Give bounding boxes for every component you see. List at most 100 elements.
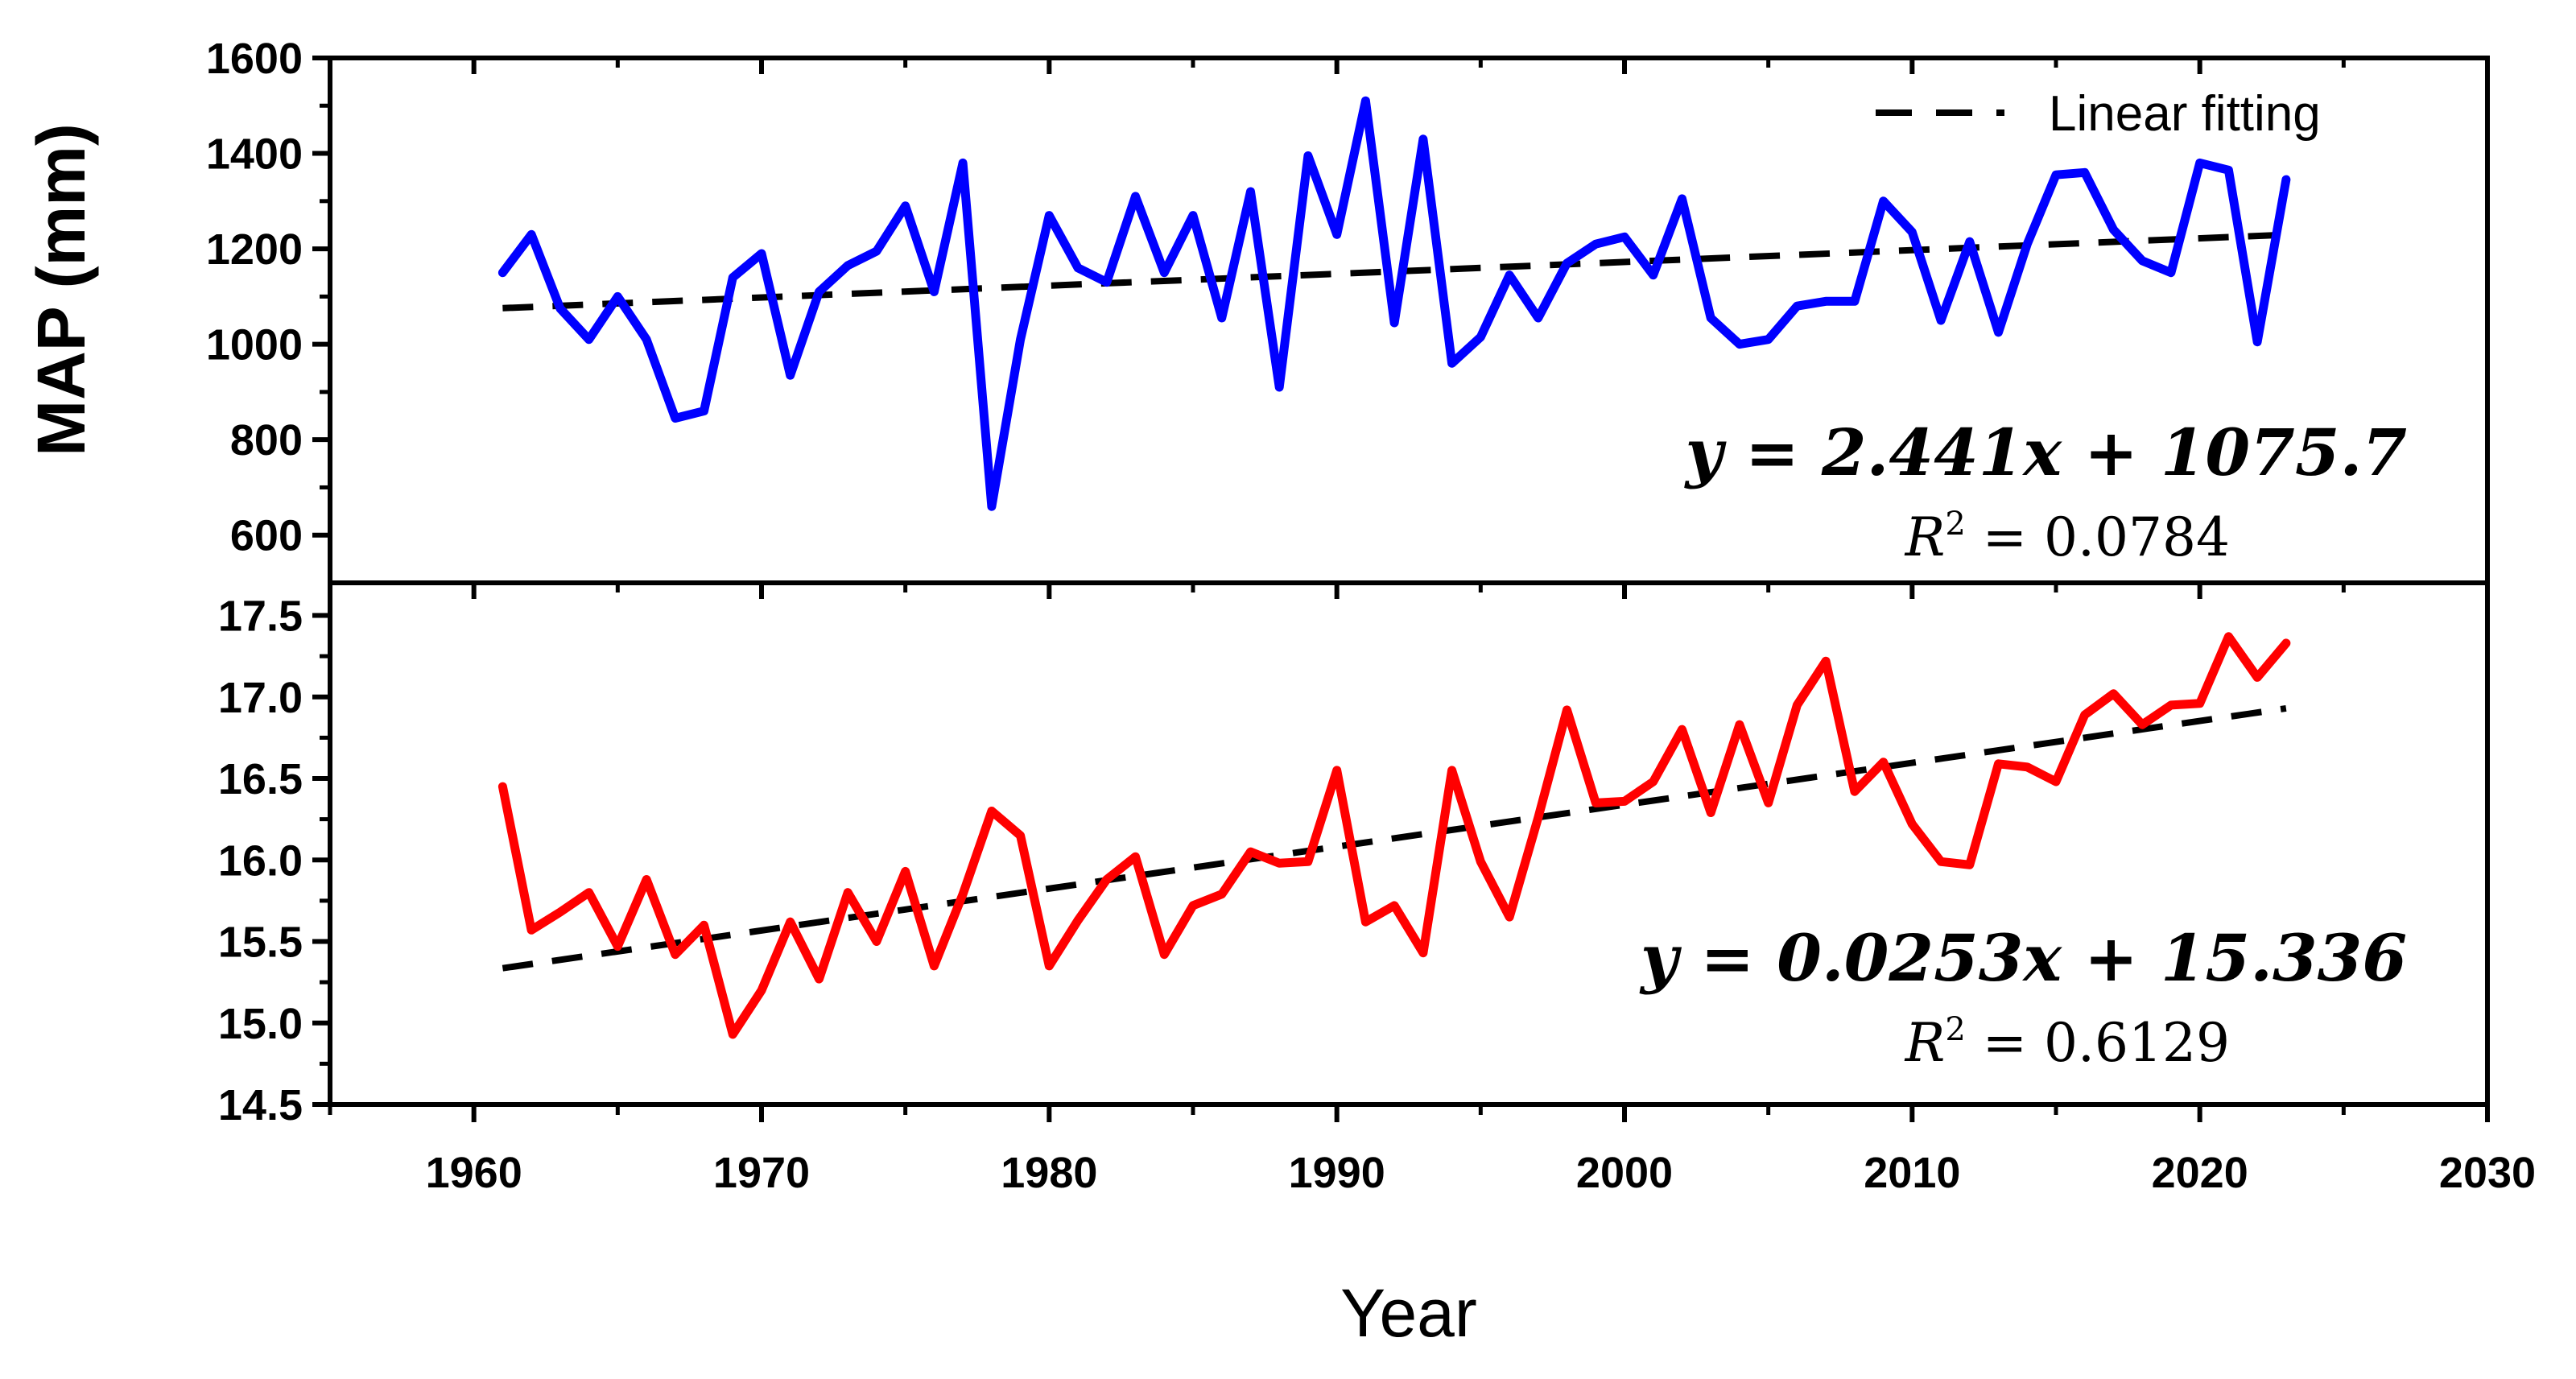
y-tick-label: 15.0 (218, 1000, 303, 1048)
y-axis-title: MAP (mm) (23, 123, 99, 456)
data-point (1106, 282, 1108, 283)
data-point (2285, 642, 2287, 644)
y-tick-label: 1400 (206, 130, 303, 179)
data-point (1624, 800, 1625, 802)
data-point (1163, 272, 1165, 274)
data-point (1048, 965, 1050, 967)
data-point (559, 308, 561, 309)
data-point (1221, 317, 1223, 319)
data-point (2084, 714, 2086, 716)
data-point (1480, 336, 1481, 338)
data-point (1307, 155, 1309, 156)
y-tick-label: 14.5 (218, 1081, 303, 1129)
y-tick-label: 1200 (206, 225, 303, 274)
x-tick-label: 2010 (1864, 1149, 1960, 1197)
data-point (1854, 300, 1856, 302)
y-tick-label: 600 (230, 512, 303, 560)
data-point (1278, 386, 1280, 388)
data-point (1854, 791, 1856, 792)
data-point (876, 250, 877, 252)
data-point (588, 892, 590, 894)
y-tick-label: 800 (230, 416, 303, 464)
data-point (1163, 954, 1165, 956)
data-point (905, 205, 906, 207)
data-point (646, 339, 647, 341)
x-tick-label: 1960 (426, 1149, 522, 1197)
y-tick-label: 1000 (206, 321, 303, 370)
data-point (1393, 322, 1395, 324)
data-point (646, 879, 647, 880)
data-point (1250, 851, 1251, 853)
data-point (1364, 921, 1366, 923)
y-tick-label: 17.0 (218, 674, 303, 722)
fit-equation: y = 2.441x + 1075.7 (1684, 415, 2407, 490)
data-point (1998, 763, 1999, 765)
data-point (1020, 339, 1022, 341)
data-point (588, 339, 590, 341)
data-point (991, 506, 993, 507)
data-point (876, 941, 877, 942)
data-point (2170, 704, 2172, 706)
data-point (1393, 905, 1395, 906)
x-tick-label: 1980 (1001, 1149, 1097, 1197)
data-point (2113, 693, 2114, 695)
data-point (1825, 300, 1827, 302)
x-tick-label: 1970 (713, 1149, 810, 1197)
x-tick-label: 2000 (1576, 1149, 1673, 1197)
r-squared-symbol: R (1905, 506, 1946, 568)
plot-frame (328, 580, 2490, 1107)
data-point (1422, 952, 1424, 954)
r-squared-symbol: R (1905, 1012, 1946, 1074)
data-point (1739, 344, 1740, 345)
shared-axes: 1960 1970 1980 1990 2000 2010 2020 2030 Year MAP … (23, 123, 2536, 1351)
data-point (1883, 200, 1885, 202)
data-point (1077, 267, 1079, 269)
data-point (1336, 233, 1338, 235)
y-tick-label: 17.5 (218, 592, 303, 641)
data-point (2170, 272, 2172, 274)
data-point (1911, 231, 1913, 233)
data-point (1307, 861, 1309, 862)
x-tick-label: 2030 (2439, 1149, 2536, 1197)
data-point (1077, 919, 1079, 921)
data-point (502, 272, 503, 274)
data-point (1825, 660, 1827, 662)
data-point (1940, 861, 1942, 862)
data-point (617, 946, 618, 948)
data-point (617, 295, 618, 297)
r-squared: R2 = 0.6129 (1905, 1011, 2230, 1074)
data-point (1422, 138, 1424, 140)
data-point (530, 929, 532, 931)
r-squared: R2 = 0.0784 (1905, 506, 2230, 568)
data-point (790, 921, 791, 923)
data-point (1451, 362, 1453, 364)
y-tick-label: 16.0 (218, 836, 303, 885)
bottom-panel: 14.5 15.0 15.5 16.0 16.5 17.0 17.5 y = 0.0253x … (218, 580, 2490, 1129)
data-point (2227, 636, 2229, 638)
data-point (790, 374, 791, 376)
linear-fit-line (502, 704, 2287, 972)
data-point (1192, 905, 1194, 906)
y-tick-label: 16.5 (218, 755, 303, 803)
data-point (933, 291, 935, 292)
data-point (905, 870, 906, 872)
data-point (2256, 341, 2258, 343)
y-tick-label: 1600 (206, 35, 303, 83)
data-point (2199, 703, 2201, 704)
x-axis-title: Year (1340, 1275, 1477, 1351)
top-panel: 600 800 1000 1200 1400 1600 y = 2.441x + 1075.… (206, 35, 2490, 585)
data-point (933, 965, 935, 967)
data-point (530, 233, 532, 235)
data-point (2113, 229, 2114, 230)
data-point (1768, 339, 1769, 341)
legend-label: Linear fitting (2049, 86, 2321, 142)
data-point (1796, 704, 1798, 706)
data-point (2026, 766, 2028, 768)
r-squared-superscript: 2 (1945, 1011, 1965, 1048)
r-squared-value: = 0.0784 (1966, 506, 2230, 568)
data-point (2026, 243, 2028, 245)
data-point (2141, 260, 2143, 262)
data-point (1796, 305, 1798, 307)
x-tick-label: 1990 (1289, 1149, 1385, 1197)
